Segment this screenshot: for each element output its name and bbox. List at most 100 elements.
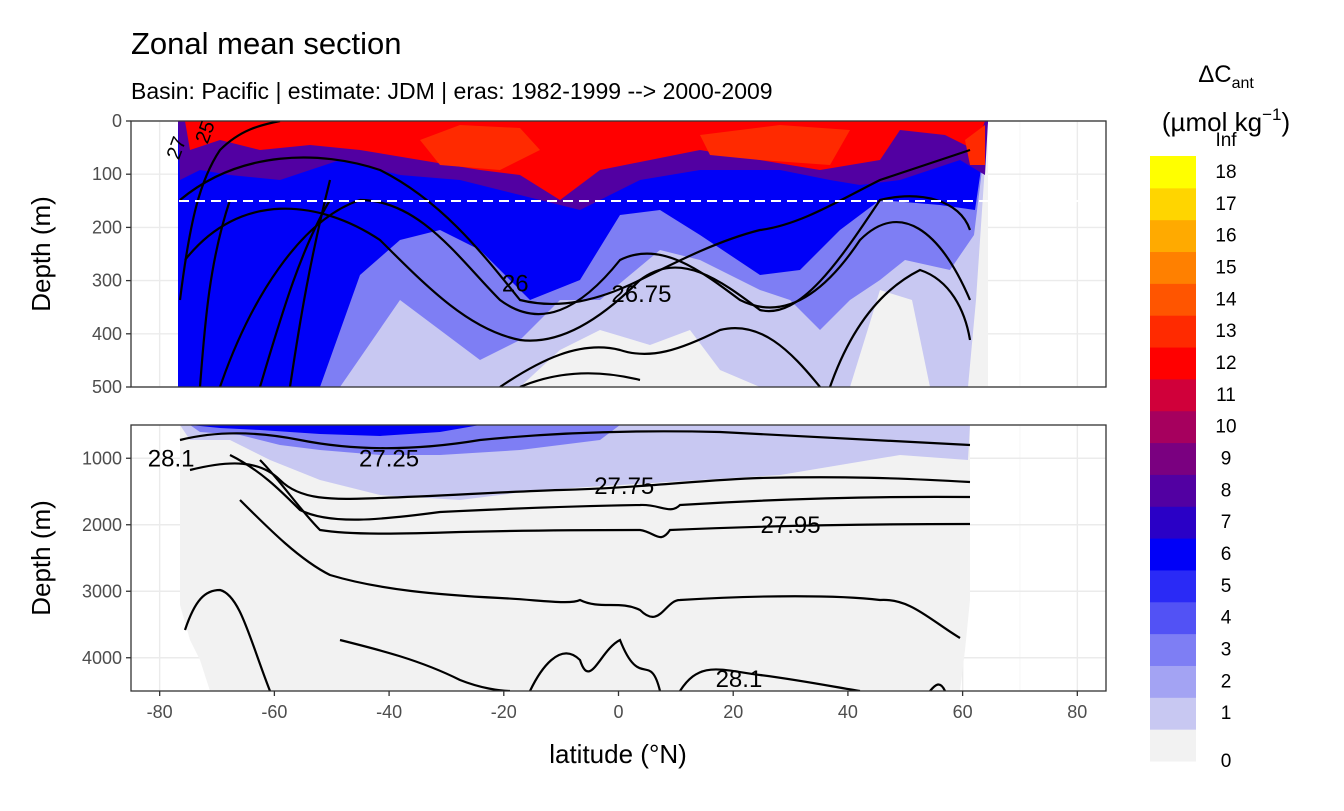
legend-units-main: (µmol kg [1162, 107, 1262, 137]
x-tick-label: -40 [376, 702, 402, 722]
lower-contour-e [239, 499, 961, 639]
x-tick-label: -80 [147, 702, 173, 722]
lower-field-level-6 [190, 425, 480, 436]
upper-contour-d [258, 199, 821, 387]
x-tick-label: -20 [491, 702, 517, 722]
legend-key [1150, 601, 1196, 635]
x-tick-label: 40 [838, 702, 858, 722]
y-tick-label: 400 [92, 324, 122, 344]
x-tick-label: 20 [723, 702, 743, 722]
upper-field-level-13 [420, 125, 985, 170]
x-tick-label: 60 [953, 702, 973, 722]
legend-label: 18 [1215, 162, 1236, 183]
contour-label: 26.75 [611, 281, 671, 308]
y-tick-label: 1000 [82, 448, 122, 468]
legend-label: 2 [1221, 671, 1232, 692]
legend-key [1150, 156, 1196, 189]
lower-contour-g [529, 638, 947, 691]
contour-label: 28.1 [716, 666, 763, 693]
legend-key [1150, 219, 1196, 253]
legend-key [1150, 410, 1196, 444]
y-tick-label: 4000 [82, 648, 122, 668]
upper-contour-b [184, 195, 972, 342]
legend-key [1150, 251, 1196, 284]
contour-label: 27.95 [761, 512, 821, 539]
legend-label: 10 [1215, 417, 1236, 438]
legend-label: 0 [1221, 751, 1232, 772]
legend-key [1150, 665, 1196, 698]
legend-label: 3 [1221, 640, 1232, 661]
upper-contour-a [179, 148, 971, 306]
y-tick-label: 500 [92, 377, 122, 397]
contour-label: 27.75 [594, 473, 654, 500]
legend-label: 9 [1221, 449, 1232, 470]
legend-label: 15 [1215, 257, 1236, 278]
color-legend: ΔCant (µmol kg−1) 0123456789101112131415… [1150, 61, 1290, 772]
lower-panel-fill [179, 425, 971, 691]
legend-label: 11 [1216, 385, 1236, 406]
x-tick-label: 80 [1067, 702, 1087, 722]
legend-key [1150, 442, 1196, 475]
y-axis-title-lower: Depth (m) [26, 500, 56, 616]
legend-key [1150, 729, 1196, 762]
legend-key [1150, 315, 1196, 348]
upper-y-axis: 0 100 200 300 400 500 [92, 111, 131, 397]
legend-label: 7 [1221, 512, 1232, 533]
legend-label: 14 [1215, 289, 1237, 310]
lower-y-axis: 1000 2000 3000 4000 [82, 448, 131, 668]
legend-label: 4 [1221, 608, 1232, 629]
upper-panel-border [130, 120, 1107, 388]
lower-contour-a [179, 430, 971, 450]
y-tick-label: 200 [92, 217, 122, 237]
legend-label: 6 [1221, 544, 1232, 565]
legend-units-sup: −1 [1262, 105, 1281, 124]
legend-label: 13 [1215, 321, 1236, 342]
y-axis-title-upper: Depth (m) [26, 196, 56, 312]
legend-label: 17 [1215, 194, 1236, 215]
x-axis-title: latitude (°N) [549, 739, 687, 769]
upper-contour-e [288, 179, 972, 387]
contour-label: 28.1 [148, 445, 195, 472]
y-tick-label: 2000 [82, 515, 122, 535]
lower-contour-c [229, 454, 971, 521]
upper-panel-fill [131, 121, 1106, 387]
contour-label: 27.25 [359, 445, 419, 472]
upper-field-level-6 [178, 121, 988, 387]
legend-key [1150, 633, 1196, 666]
legend-key [1150, 283, 1196, 316]
legend-key [1150, 697, 1196, 730]
lower-contour-b [189, 462, 971, 500]
legend-key [1150, 474, 1196, 507]
legend-key [1150, 187, 1196, 221]
lower-contour-f [183, 588, 511, 691]
upper-contour-f [178, 121, 281, 387]
lower-contour-d [259, 459, 971, 539]
y-tick-label: 300 [92, 271, 122, 291]
chart-subtitle: Basin: Pacific | estimate: JDM | eras: 1… [131, 78, 773, 104]
legend-key [1150, 569, 1196, 603]
y-tick-label: 0 [112, 111, 122, 131]
chart-title: Zonal mean section [131, 26, 402, 61]
legend-key [1150, 347, 1196, 380]
legend-title: ΔCant [1198, 61, 1254, 92]
y-tick-label: 3000 [82, 581, 122, 601]
x-tick-label: -60 [261, 702, 287, 722]
upper-contour-c [218, 198, 972, 387]
legend-key [1150, 538, 1196, 571]
contour-label: 26 [502, 270, 529, 297]
upper-panel: 0 100 200 300 400 500 [92, 111, 1107, 397]
y-tick-label: 100 [92, 164, 122, 184]
legend-key [1150, 378, 1196, 412]
x-axis: -80 -60 -40 -20 0 20 40 60 80 [147, 691, 1087, 722]
legend-units-end: ) [1281, 107, 1290, 137]
legend-label: 8 [1221, 480, 1232, 501]
legend-title-main: ΔC [1198, 61, 1231, 88]
legend-title-sub: ant [1232, 75, 1255, 92]
x-tick-label: 0 [613, 702, 623, 722]
legend-label: 5 [1221, 576, 1232, 597]
legend-label: Inf [1215, 130, 1237, 151]
legend-label: 16 [1215, 226, 1236, 247]
